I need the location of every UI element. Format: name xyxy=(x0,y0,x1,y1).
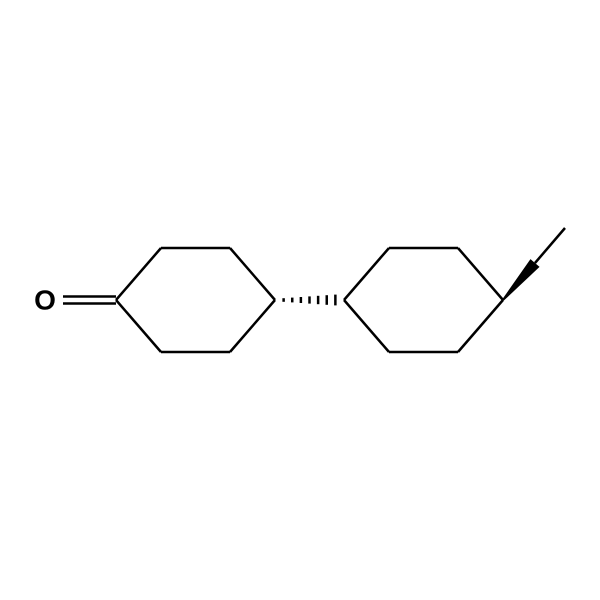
atom-label: O xyxy=(34,285,56,316)
chemical-structure-diagram: O xyxy=(0,0,600,600)
